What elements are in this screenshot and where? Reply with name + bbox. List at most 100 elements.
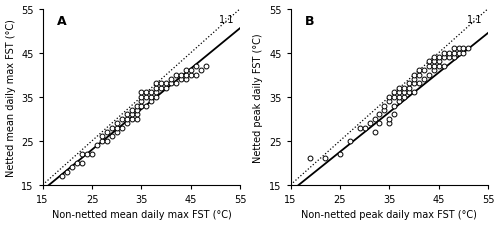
Point <box>386 117 394 121</box>
Point <box>415 69 423 73</box>
Point <box>376 113 384 117</box>
Point <box>148 91 156 95</box>
Point <box>396 91 404 95</box>
Point <box>400 87 408 90</box>
Point <box>122 113 130 117</box>
Point <box>380 104 388 108</box>
Point <box>444 52 452 55</box>
Point <box>187 69 195 73</box>
Point <box>187 74 195 77</box>
Point <box>380 109 388 112</box>
Point <box>346 139 354 143</box>
Point <box>132 113 140 117</box>
Point <box>98 135 106 139</box>
Point <box>182 78 190 81</box>
Point <box>390 113 398 117</box>
Point <box>450 47 458 51</box>
Point <box>460 47 468 51</box>
Point <box>108 126 116 130</box>
X-axis label: Non-netted mean daily max FST (°C): Non-netted mean daily max FST (°C) <box>52 209 232 219</box>
Point <box>450 56 458 60</box>
Point <box>430 60 438 64</box>
Point <box>83 153 91 156</box>
Text: A: A <box>56 15 66 28</box>
Point <box>460 52 468 55</box>
Point <box>390 104 398 108</box>
Point <box>396 87 404 90</box>
Point <box>405 82 413 86</box>
Point <box>78 161 86 165</box>
Point <box>386 122 394 125</box>
Point <box>138 100 145 104</box>
Point <box>430 65 438 68</box>
Point <box>450 52 458 55</box>
Point <box>386 95 394 99</box>
Point <box>152 82 160 86</box>
Point <box>167 82 175 86</box>
Point <box>390 91 398 95</box>
Point <box>410 91 418 95</box>
Point <box>360 126 368 130</box>
Point <box>464 47 472 51</box>
Point <box>93 144 101 147</box>
Point <box>182 74 190 77</box>
Point <box>172 82 180 86</box>
Point <box>148 100 156 104</box>
Point <box>162 82 170 86</box>
Point <box>148 95 156 99</box>
Point <box>177 74 185 77</box>
Point <box>192 74 200 77</box>
Point <box>321 157 329 160</box>
Point <box>410 78 418 81</box>
Point <box>435 65 443 68</box>
Point <box>152 95 160 99</box>
Point <box>152 91 160 95</box>
Point <box>64 170 72 174</box>
Point <box>386 100 394 104</box>
Point <box>396 95 404 99</box>
Point <box>444 56 452 60</box>
Point <box>454 52 462 55</box>
Point <box>138 91 145 95</box>
Text: 1:1: 1:1 <box>219 15 234 25</box>
Point <box>142 91 150 95</box>
Point <box>370 117 378 121</box>
Point <box>132 109 140 112</box>
Point <box>128 117 136 121</box>
Point <box>405 87 413 90</box>
Point <box>435 56 443 60</box>
Point <box>396 100 404 104</box>
Point <box>138 95 145 99</box>
Point <box>142 104 150 108</box>
Point <box>172 74 180 77</box>
Point <box>142 95 150 99</box>
Point <box>128 109 136 112</box>
Point <box>400 95 408 99</box>
Point <box>157 87 165 90</box>
Point <box>366 122 374 125</box>
Point <box>113 130 121 134</box>
Text: B: B <box>304 15 314 28</box>
Point <box>440 52 448 55</box>
Point <box>336 153 344 156</box>
Point <box>415 82 423 86</box>
Point <box>425 65 433 68</box>
Point <box>113 126 121 130</box>
Point <box>430 69 438 73</box>
Text: 1:1: 1:1 <box>467 15 482 25</box>
Point <box>430 56 438 60</box>
Point <box>192 65 200 68</box>
Point <box>128 113 136 117</box>
Point <box>157 82 165 86</box>
Point <box>390 95 398 99</box>
Point <box>88 153 96 156</box>
Point <box>132 104 140 108</box>
Point <box>113 122 121 125</box>
Point <box>122 117 130 121</box>
Point <box>162 87 170 90</box>
Point <box>197 69 205 73</box>
Point <box>202 65 209 68</box>
Point <box>420 78 428 81</box>
Point <box>370 130 378 134</box>
Y-axis label: Netted mean daily max FST (°C): Netted mean daily max FST (°C) <box>6 19 16 176</box>
